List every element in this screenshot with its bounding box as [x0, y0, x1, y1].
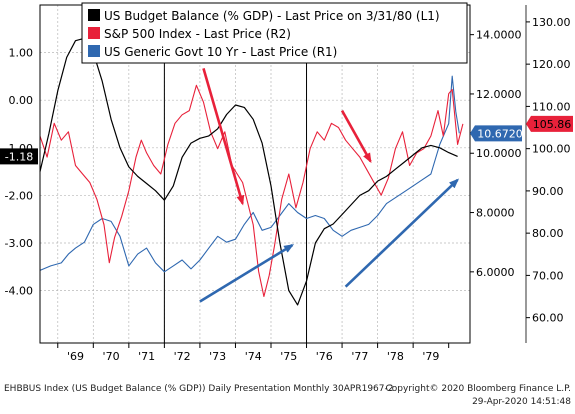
footer-timestamp: 29-Apr-2020 14:51:48	[472, 397, 571, 407]
left-axis: 1.000.00-1.00-2.00-3.00-4.00	[5, 47, 33, 298]
trend-arrow	[199, 244, 295, 303]
x-tick-label: '75	[280, 350, 297, 363]
r2-tick-label: 120.00	[532, 58, 571, 71]
legend-entry-label: US Budget Balance (% GDP) - Last Price o…	[104, 9, 440, 23]
left-tick-label: -2.00	[5, 189, 33, 202]
legend-box	[81, 2, 468, 64]
r1-tick-label: 10.0000	[476, 147, 522, 160]
left-tick-label: 0.00	[9, 94, 34, 107]
series-line	[39, 37, 458, 306]
footer-left: EHBBUS Index (US Budget Balance (% GDP))…	[4, 384, 394, 394]
x-tick-label: '73	[209, 350, 226, 363]
left-tick-label: -3.00	[5, 237, 33, 250]
left-tick-label: -4.00	[5, 285, 33, 298]
arrow-layer	[199, 68, 460, 303]
r1-tick-label: 6.0000	[476, 266, 515, 279]
x-axis-ticks: '69 '70 '71 '72 '73 '74 '75 '76 '77 '78 '79	[57, 343, 450, 363]
legend-entry-label: US Generic Govt 10 Yr - Last Price (R1)	[104, 45, 337, 59]
x-tick-label: '72	[174, 350, 191, 363]
r2-tick-label: 90.00	[532, 185, 564, 198]
r2-tick-label: 70.00	[532, 269, 564, 282]
left-last-value-text: -1.18	[5, 150, 33, 163]
footer-right: Copyright© 2020 Bloomberg Finance L.P.	[385, 384, 571, 394]
legend-swatch	[88, 27, 100, 39]
left-tick-label: 1.00	[9, 47, 34, 60]
legend-swatch	[88, 9, 100, 21]
r1-tick-label: 12.0000	[476, 88, 522, 101]
series-layer	[39, 37, 464, 306]
r2-tick-label: 100.00	[532, 143, 571, 156]
trend-arrow	[202, 68, 245, 206]
r1-last-value-badge	[470, 125, 522, 142]
r2-tick-label: 110.00	[532, 100, 571, 113]
legend-swatch	[88, 45, 100, 57]
last-value-badges: -1.18 10.6720 105.86	[0, 115, 573, 165]
r2-axis: 130.00 120.00 110.00 100.00 90.00 80.00 70.00 6…	[525, 5, 571, 343]
legend-entry-label: S&P 500 Index - Last Price (R2)	[104, 27, 291, 41]
left-last-value-badge	[0, 148, 38, 165]
x-tick-label: '79	[422, 350, 439, 363]
r1-tick-label: 8.0000	[476, 207, 515, 220]
series-line	[39, 75, 460, 273]
x-tick-label: '78	[387, 350, 404, 363]
x-tick-label: '77	[351, 350, 368, 363]
r2-tick-label: 60.00	[532, 312, 564, 325]
r2-tick-label: 80.00	[532, 227, 564, 240]
r2-last-value-text: 105.86	[533, 118, 572, 131]
x-tick-label: '74	[245, 350, 262, 363]
x-tick-label: '69	[67, 350, 84, 363]
r1-last-value-text: 10.6720	[477, 127, 523, 140]
trend-arrow	[340, 109, 372, 164]
r2-last-value-badge	[526, 115, 573, 132]
r2-tick-label: 130.00	[532, 16, 571, 29]
x-tick-label: '76	[316, 350, 333, 363]
x-tick-label: '71	[138, 350, 155, 363]
r1-tick-label: 14.0000	[476, 29, 522, 42]
r1-axis: 14.0000 12.0000 10.0000 8.0000 6.0000	[470, 29, 522, 279]
trend-arrow	[344, 178, 460, 288]
x-tick-label: '70	[103, 350, 120, 363]
legend: US Budget Balance (% GDP) - Last Price o…	[81, 2, 468, 64]
series-line	[39, 84, 464, 298]
